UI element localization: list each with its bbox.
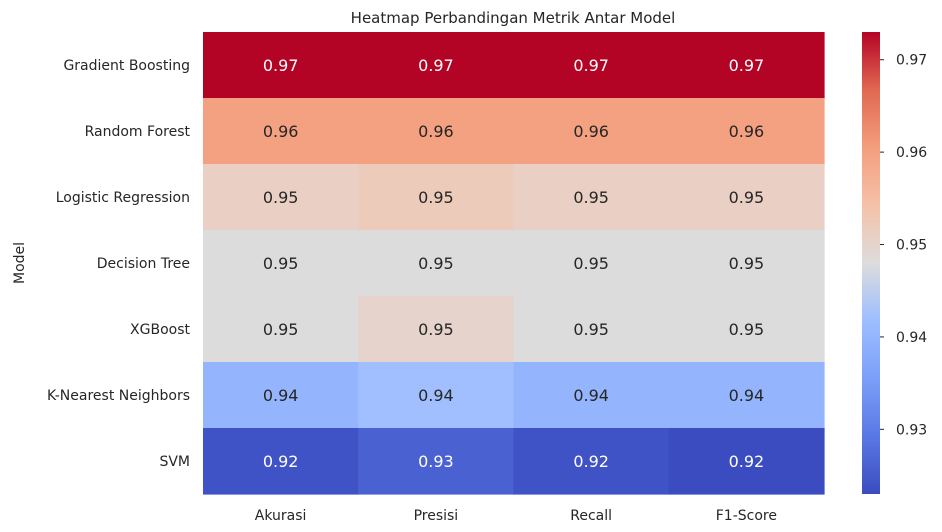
colorbar-ticks: 0.93 0.94 0.95 0.96 0.97 bbox=[880, 53, 927, 438]
cell-value-label: 0.93 bbox=[418, 452, 454, 471]
heatmap-cell bbox=[358, 230, 515, 297]
heatmap-cell bbox=[358, 98, 515, 165]
cell-value-label: 0.95 bbox=[418, 188, 454, 207]
heatmap-cell bbox=[358, 428, 515, 495]
cell-value-label: 0.92 bbox=[263, 452, 299, 471]
cell-value-label: 0.95 bbox=[573, 254, 609, 273]
colorbar-tick-label: 0.94 bbox=[896, 330, 927, 346]
row-tick-label: Random Forest bbox=[85, 124, 191, 140]
cell-value-label: 0.95 bbox=[418, 320, 454, 339]
heatmap-cell bbox=[513, 230, 670, 297]
column-tick-label: Recall bbox=[570, 508, 612, 524]
heatmap-cell bbox=[668, 428, 825, 495]
cell-value-label: 0.95 bbox=[418, 254, 454, 273]
cell-value-label: 0.97 bbox=[263, 56, 299, 75]
heatmap-cell bbox=[668, 230, 825, 297]
cell-value-label: 0.94 bbox=[729, 386, 765, 405]
cell-value-label: 0.94 bbox=[263, 386, 299, 405]
cell-value-label: 0.95 bbox=[729, 320, 765, 339]
heatmap-cell bbox=[668, 164, 825, 231]
row-tick-labels: Gradient Boosting Random Forest Logistic R… bbox=[47, 58, 190, 470]
chart-title: Heatmap Perbandingan Metrik Antar Model bbox=[351, 9, 676, 27]
cell-value-label: 0.96 bbox=[729, 122, 765, 141]
heatmap-cell bbox=[668, 32, 825, 99]
cell-value-label: 0.97 bbox=[573, 56, 609, 75]
colorbar-tick-label: 0.96 bbox=[896, 145, 927, 161]
heatmap-cell bbox=[358, 164, 515, 231]
heatmap-cell bbox=[203, 164, 359, 231]
heatmap-cell bbox=[203, 296, 359, 363]
heatmap-cell bbox=[513, 296, 670, 363]
row-tick-label: XGBoost bbox=[130, 322, 190, 338]
cell-value-label: 0.95 bbox=[729, 254, 765, 273]
cell-value-label: 0.95 bbox=[263, 320, 299, 339]
cell-value-label: 0.96 bbox=[573, 122, 609, 141]
cell-value-label: 0.95 bbox=[573, 188, 609, 207]
cell-value-label: 0.95 bbox=[263, 188, 299, 207]
heatmap-cell bbox=[513, 428, 670, 495]
column-tick-label: F1-Score bbox=[716, 508, 777, 524]
heatmap-cell bbox=[203, 362, 359, 429]
cell-value-label: 0.92 bbox=[729, 452, 765, 471]
colorbar bbox=[862, 32, 880, 494]
heatmap-cell bbox=[203, 428, 359, 495]
row-tick-label: SVM bbox=[159, 454, 190, 470]
colorbar-tick-label: 0.97 bbox=[896, 53, 927, 69]
cell-value-label: 0.94 bbox=[418, 386, 454, 405]
heatmap-cell bbox=[203, 230, 359, 297]
heatmap-cell bbox=[203, 32, 359, 99]
colorbar-tick-label: 0.95 bbox=[896, 238, 927, 254]
row-tick-label: Gradient Boosting bbox=[63, 58, 190, 74]
cell-value-label: 0.95 bbox=[729, 188, 765, 207]
column-tick-label: Akurasi bbox=[255, 508, 307, 524]
cell-value-label: 0.94 bbox=[573, 386, 609, 405]
cell-value-label: 0.96 bbox=[263, 122, 299, 141]
heatmap-cell bbox=[513, 32, 670, 99]
y-axis-label: Model bbox=[12, 242, 28, 284]
cell-value-label: 0.96 bbox=[418, 122, 454, 141]
heatmap-cell bbox=[513, 362, 670, 429]
heatmap-cell bbox=[513, 98, 670, 165]
column-tick-labels: Akurasi Presisi Recall F1-Score bbox=[255, 508, 777, 524]
cell-value-label: 0.97 bbox=[418, 56, 454, 75]
heatmap-cell bbox=[668, 98, 825, 165]
cell-value-label: 0.92 bbox=[573, 452, 609, 471]
heatmap-cell bbox=[513, 164, 670, 231]
heatmap-cells: 0.97 0.97 0.97 0.97 0.96 0.96 0.96 0.96 0.95 0.95… bbox=[203, 32, 825, 495]
cell-value-label: 0.95 bbox=[263, 254, 299, 273]
column-tick-label: Presisi bbox=[414, 508, 459, 524]
cell-value-label: 0.95 bbox=[573, 320, 609, 339]
cell-value-label: 0.97 bbox=[729, 56, 765, 75]
heatmap-cell bbox=[203, 98, 359, 165]
row-tick-label: K-Nearest Neighbors bbox=[47, 388, 190, 404]
colorbar-tick-label: 0.93 bbox=[896, 422, 927, 438]
heatmap-cell bbox=[668, 296, 825, 363]
heatmap-cell bbox=[668, 362, 825, 429]
row-tick-label: Decision Tree bbox=[97, 256, 190, 272]
heatmap-cell bbox=[358, 296, 515, 363]
row-tick-label: Logistic Regression bbox=[56, 190, 190, 206]
heatmap-cell bbox=[358, 32, 515, 99]
heatmap-cell bbox=[358, 362, 515, 429]
